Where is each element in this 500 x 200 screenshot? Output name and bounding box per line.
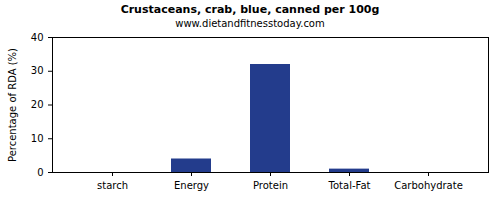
html-text:www.dietandfitnesstoday.com: www.dietandfitnesstoday.com — [175, 18, 325, 29]
svg-text:Energy: Energy — [174, 180, 209, 191]
svg-text:40: 40 — [31, 32, 44, 43]
svg-text:Percentage of RDA (%): Percentage of RDA (%) — [7, 48, 18, 162]
svg-text:starch: starch — [97, 180, 128, 191]
svg-text:30: 30 — [31, 65, 44, 76]
svg-text:20: 20 — [31, 99, 44, 110]
svg-text:Total-Fat: Total-Fat — [328, 180, 371, 191]
svg-text:10: 10 — [31, 133, 44, 144]
svg-text:Carbohydrate: Carbohydrate — [394, 180, 463, 191]
html-text:Crustaceans, crab, blue, canne: Crustaceans, crab, blue, canned per 100g — [120, 3, 380, 16]
svg-text:0: 0 — [37, 167, 43, 178]
svg-text:Protein: Protein — [253, 180, 288, 191]
